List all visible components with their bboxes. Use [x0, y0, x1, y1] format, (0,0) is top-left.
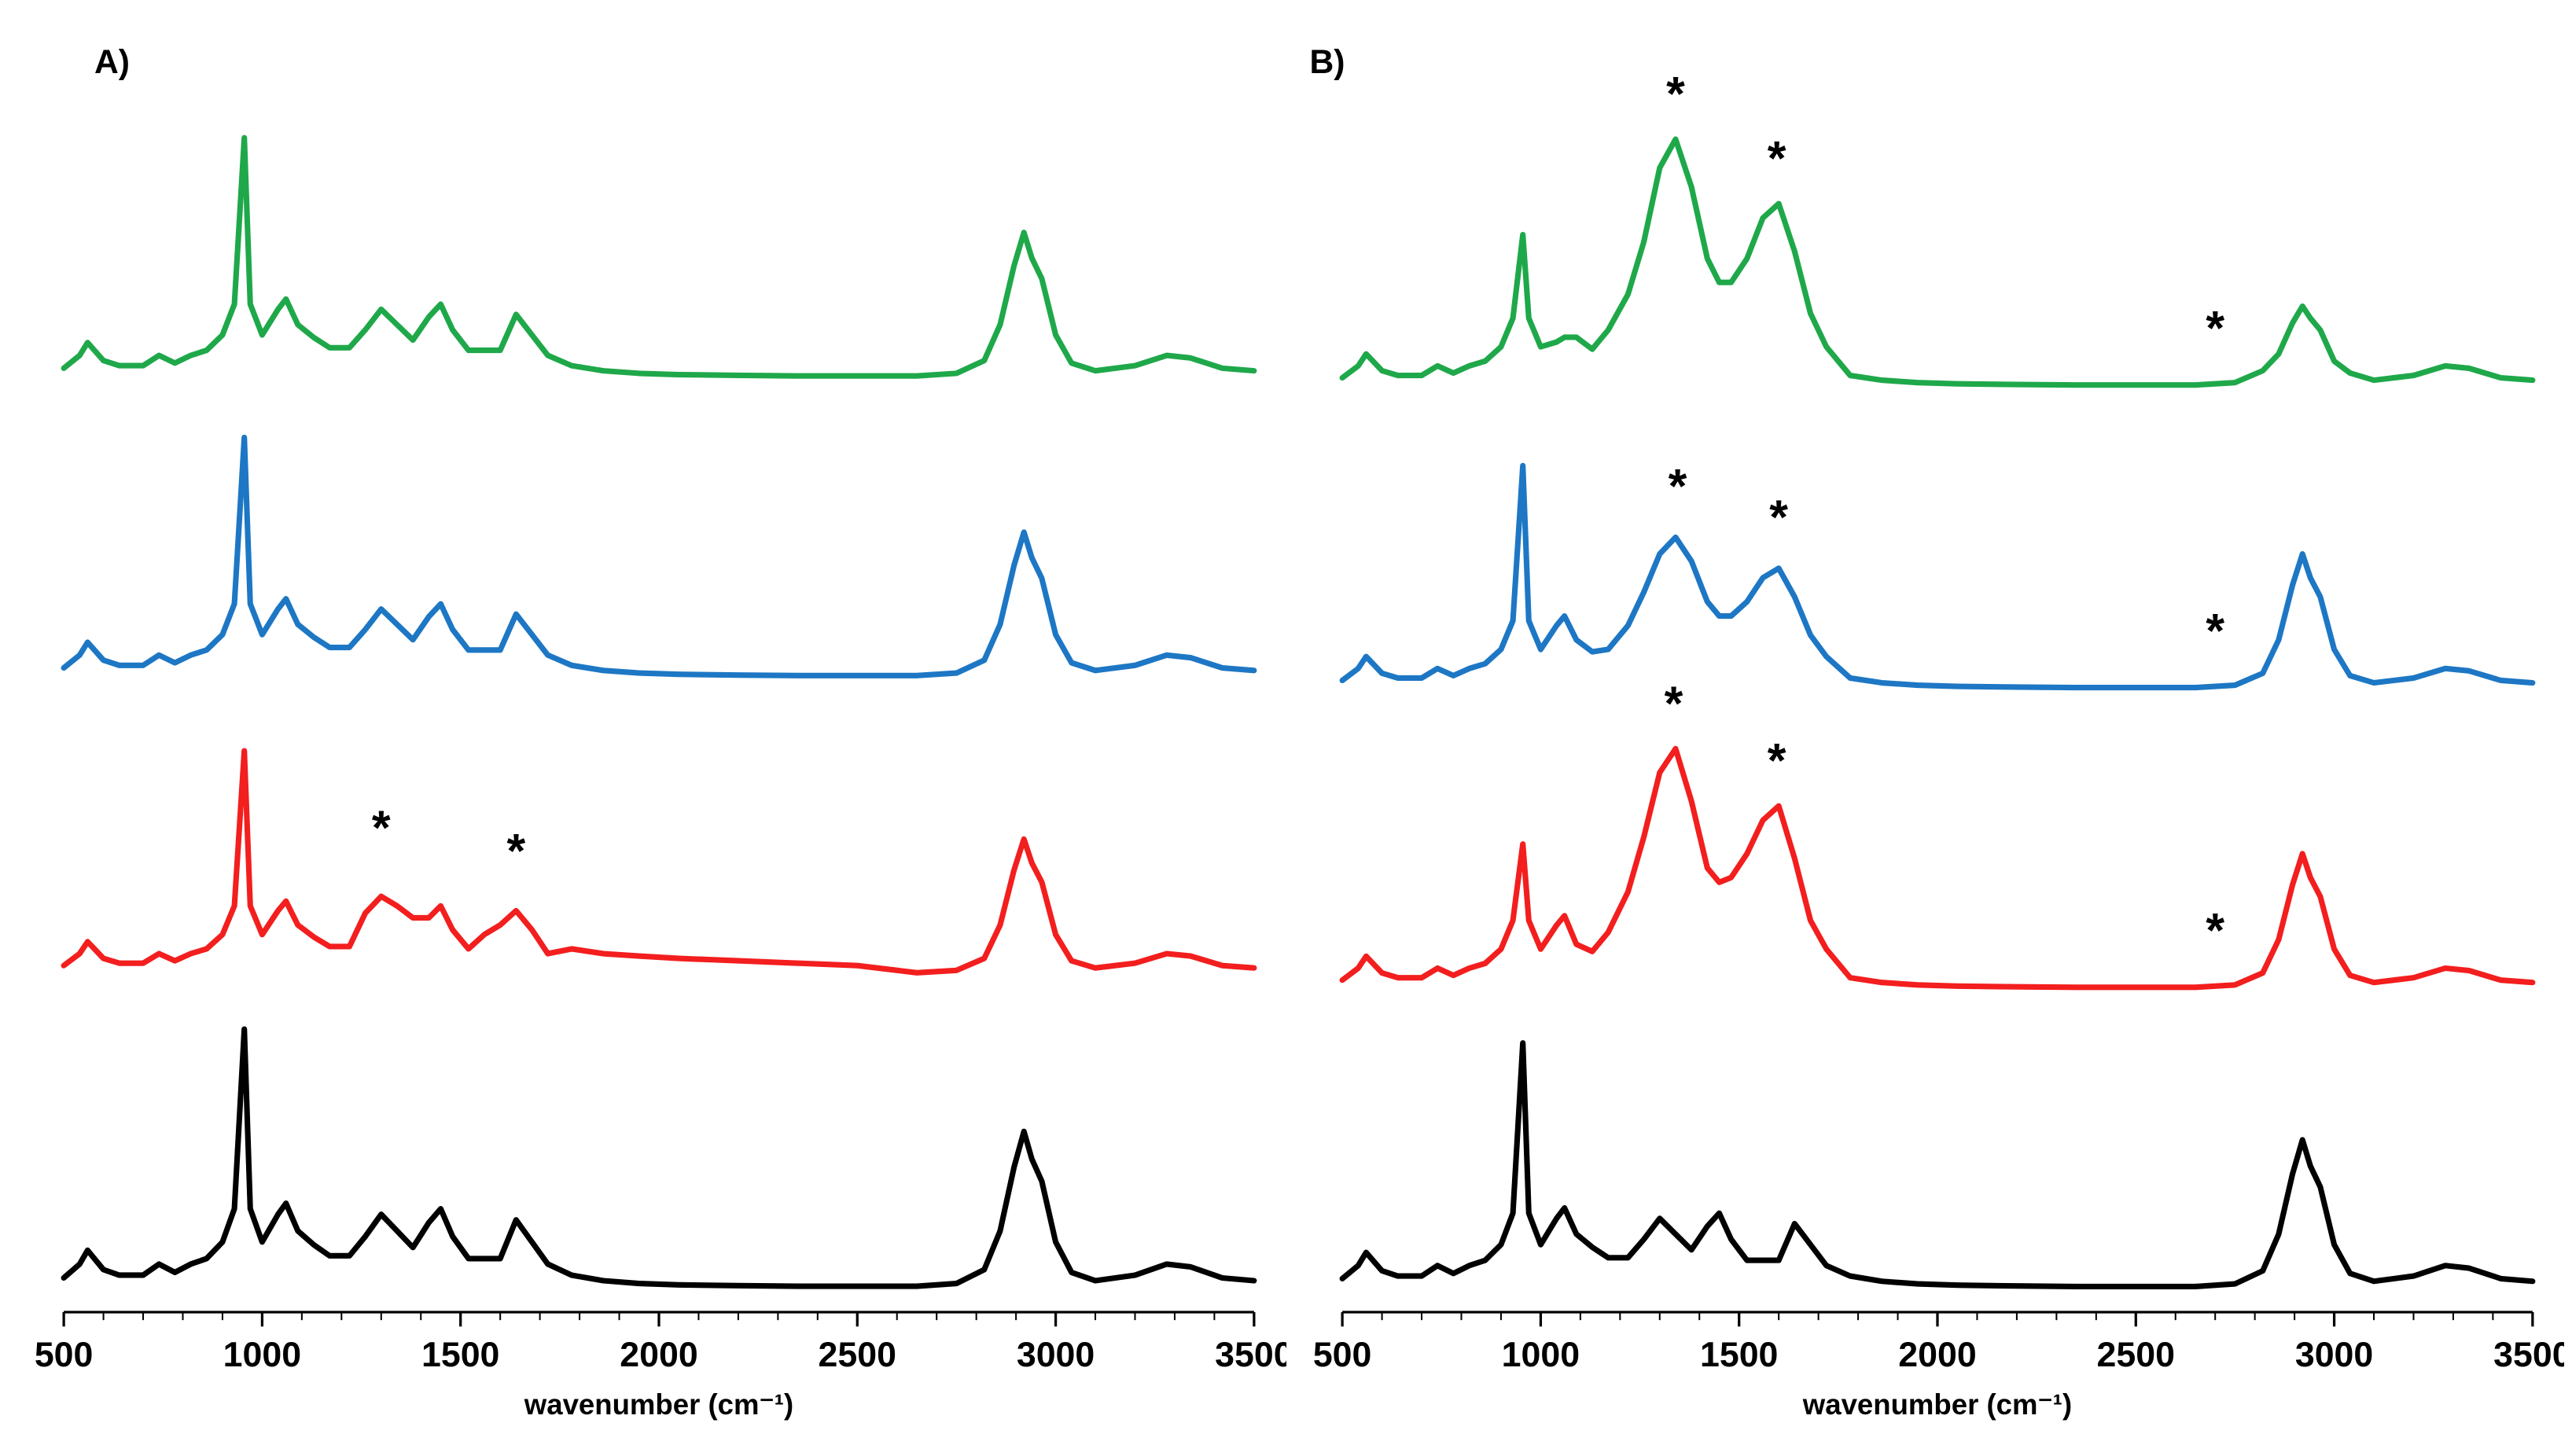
x-tick-label: 1000: [1501, 1335, 1579, 1374]
asterisk-marker: *: [506, 824, 525, 877]
x-tick-label: 1500: [1699, 1335, 1777, 1374]
x-axis-label: wavenumber (cm⁻¹): [1801, 1388, 2071, 1421]
x-tick-label: 2000: [1898, 1335, 1976, 1374]
spectrum-B-green: [1342, 139, 2533, 385]
panel-a: A) 500 1000 1500 2000 2500 3000 3500 wavenumber…: [8, 8, 1286, 1448]
panel-a-label: A): [94, 43, 130, 82]
panel-a-svg: 500 1000 1500 2000 2500 3000 3500 wavenumber (c…: [8, 8, 1286, 1448]
asterisk-marker: *: [2206, 301, 2224, 355]
panel-b-label: B): [1310, 43, 1345, 82]
asterisk-marker: *: [1767, 734, 1786, 787]
spectrum-B-red: [1342, 748, 2533, 987]
figure-container: A) 500 1000 1500 2000 2500 3000 3500 wavenumber…: [0, 0, 2572, 1456]
spectrum-A-black: [64, 1029, 1254, 1286]
x-axis-label: wavenumber (cm⁻¹): [524, 1388, 793, 1421]
x-tick-label: 500: [1312, 1335, 1371, 1374]
spectrum-B-black: [1342, 1043, 2533, 1287]
x-tick-label: 2500: [2096, 1335, 2174, 1374]
panel-b: B) 500 1000 1500 2000 2500 3000 3500 wavenumber…: [1286, 8, 2565, 1448]
asterisk-marker: *: [2206, 604, 2224, 657]
x-tick-label: 2500: [819, 1335, 896, 1374]
asterisk-marker: *: [1769, 490, 1788, 543]
x-tick-label: 3000: [2294, 1335, 2372, 1374]
asterisk-marker: *: [372, 801, 391, 855]
asterisk-marker: *: [2206, 903, 2224, 957]
x-tick-label: 2000: [620, 1335, 697, 1374]
x-tick-label: 3000: [1017, 1335, 1095, 1374]
spectrum-A-green: [64, 138, 1254, 376]
x-tick-label: 500: [35, 1335, 94, 1374]
x-tick-label: 3500: [1215, 1335, 1286, 1374]
x-tick-label: 1500: [421, 1335, 499, 1374]
asterisk-marker: *: [1664, 676, 1683, 730]
spectrum-A-blue: [64, 437, 1254, 675]
x-tick-label: 1000: [223, 1335, 301, 1374]
spectrum-B-blue: [1342, 465, 2533, 687]
asterisk-marker: *: [1668, 459, 1687, 513]
x-tick-label: 3500: [2493, 1335, 2564, 1374]
asterisk-marker: *: [1767, 131, 1786, 185]
panel-b-svg: 500 1000 1500 2000 2500 3000 3500 wavenumber (c…: [1286, 8, 2565, 1448]
asterisk-marker: *: [1666, 67, 1685, 120]
spectrum-A-red: [64, 751, 1254, 973]
